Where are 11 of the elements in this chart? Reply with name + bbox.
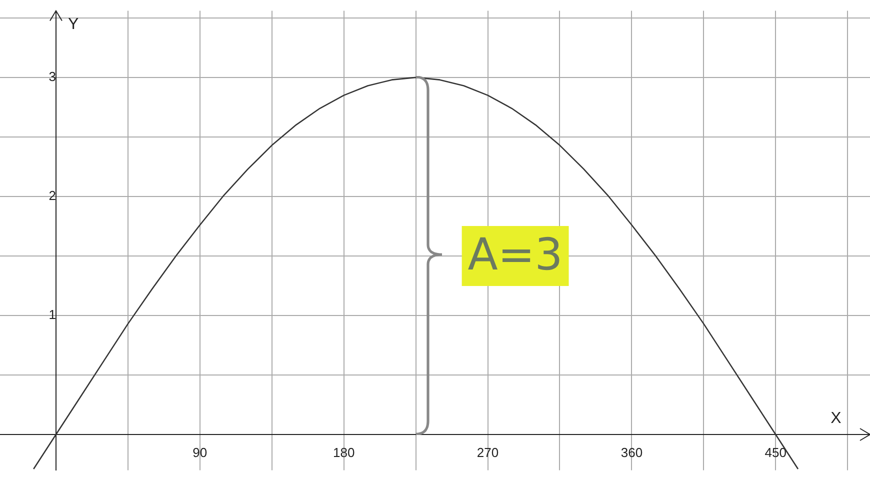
x-tick-label: 90	[192, 444, 208, 460]
x-tick-label: 270	[476, 444, 499, 460]
y-axis-title: Y	[68, 16, 79, 34]
y-tick-label: 3	[48, 69, 56, 84]
x-tick-label: 450	[764, 444, 786, 460]
x-tick-label: 360	[620, 444, 643, 460]
y-tick-label: 2	[48, 188, 56, 204]
annotation: A=3	[468, 229, 563, 280]
x-axis-title: X	[830, 410, 842, 427]
x-tick-label: 180	[332, 444, 355, 460]
y-tick-label: 1	[48, 307, 56, 322]
